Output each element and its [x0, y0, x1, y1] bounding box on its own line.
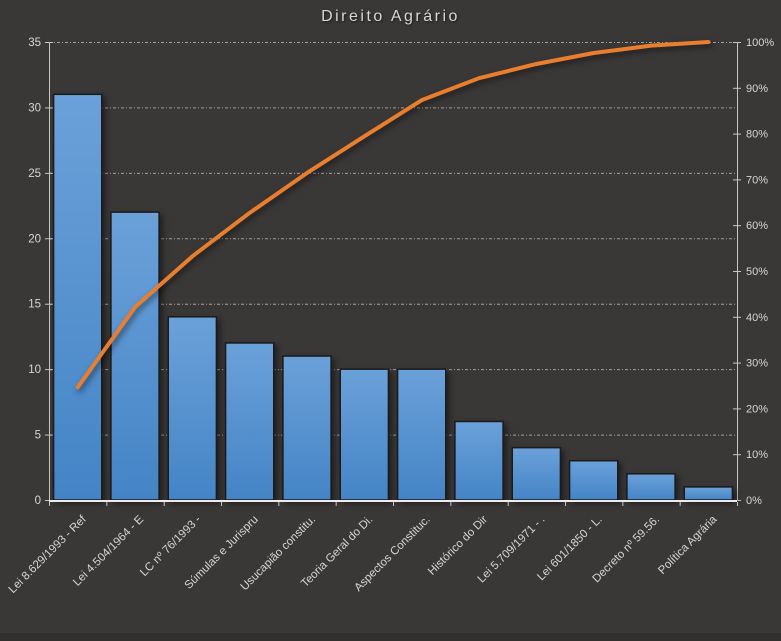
bar — [683, 486, 734, 501]
bar — [167, 316, 218, 501]
category-label: Política Agrária — [656, 513, 720, 577]
cumulative-line — [75, 40, 711, 390]
axes: 0 5 10 15 20 25 30 35 0% 10% 20% 30% 40% 50% 60% 70% 80%… — [28, 37, 774, 507]
right-axis-label: 80% — [746, 129, 768, 141]
bottom-edge-shadow — [0, 633, 781, 641]
bar — [396, 368, 447, 501]
bar — [224, 342, 275, 501]
left-axis-label: 5 — [35, 430, 41, 442]
left-axis-label: 15 — [28, 299, 41, 311]
category-axis — [49, 500, 738, 506]
category-label: Histórico do Dir — [426, 514, 490, 578]
bar — [52, 93, 103, 501]
bar — [568, 459, 619, 501]
right-axis-label: 10% — [746, 449, 768, 461]
chart-title: Direito Agrário — [321, 8, 460, 25]
cumulative-line-series — [75, 40, 711, 390]
right-axis-label: 60% — [746, 220, 768, 232]
left-axis-label: 25 — [28, 168, 41, 180]
bar — [339, 368, 390, 501]
right-axis-label: 70% — [746, 174, 768, 186]
right-axis-label: 0% — [746, 495, 762, 507]
bar — [454, 420, 504, 501]
gridlines — [49, 42, 737, 436]
left-axis-label: 20 — [28, 233, 41, 245]
bar-series — [52, 93, 734, 501]
right-axis-label: 20% — [746, 403, 768, 415]
right-axis-label: 50% — [746, 266, 768, 278]
right-axis-label: 30% — [746, 358, 768, 370]
left-axis-label: 0 — [35, 495, 41, 507]
left-axis-label: 30 — [28, 102, 41, 114]
left-axis-label: 35 — [28, 37, 41, 49]
right-axis-label: 90% — [746, 83, 768, 95]
bar — [282, 355, 332, 501]
category-label: LC nº 76/1993 - — [138, 514, 203, 579]
bar — [511, 446, 562, 501]
bar — [626, 473, 676, 501]
right-axis-label: 40% — [746, 312, 768, 324]
left-axis-label: 10 — [28, 364, 41, 376]
right-axis-label: 100% — [746, 37, 774, 49]
bar — [110, 211, 160, 501]
